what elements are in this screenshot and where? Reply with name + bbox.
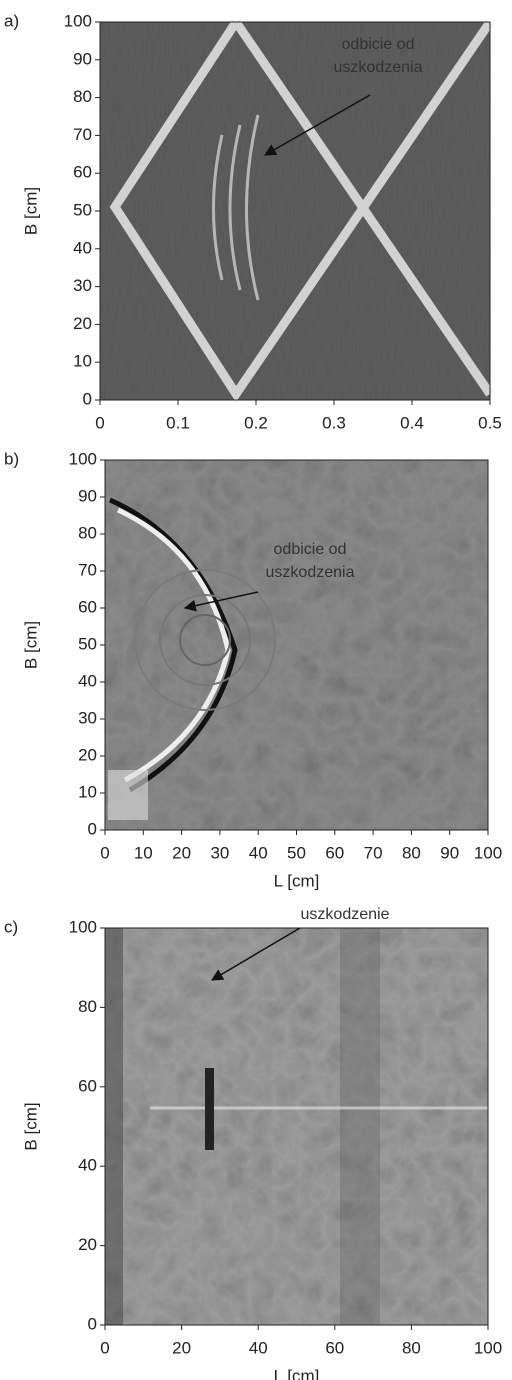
annotation: uszkodzenia: [334, 59, 423, 76]
y-tick-label: 80: [78, 997, 97, 1016]
x-tick-label: 0.1: [166, 413, 190, 432]
x-tick-label: 80: [402, 1338, 421, 1357]
annotation-arrow: [183, 591, 259, 612]
x-tick-label: 0.5: [478, 413, 502, 432]
x-tick-label: 20: [172, 1338, 191, 1357]
image-c: [105, 928, 488, 1325]
y-tick-label: 10: [73, 352, 92, 371]
x-tick-label: 0.3: [322, 413, 346, 432]
image-b: [105, 460, 488, 830]
y-tick-label: 80: [78, 523, 97, 542]
y-axis-label: B [cm]: [21, 187, 40, 235]
x-tick-label: 30: [210, 843, 229, 862]
annotation-arrow: [210, 927, 301, 981]
y-tick-label: 40: [78, 1156, 97, 1175]
y-axis-label: B [cm]: [21, 1102, 40, 1150]
y-tick-label: 100: [69, 917, 97, 936]
x-axis-label: L [cm]: [274, 871, 320, 890]
annotation: uszkodzenia: [266, 564, 355, 581]
x-tick-label: 10: [134, 843, 153, 862]
y-tick-label: 100: [69, 449, 97, 468]
x-tick-label: 40: [249, 1338, 268, 1357]
x-axis-label: L [cm]: [274, 1366, 320, 1380]
y-tick-label: 0: [83, 389, 92, 408]
y-tick-label: 70: [73, 125, 92, 144]
y-tick-label: 20: [73, 314, 92, 333]
x-tick-label: 60: [325, 1338, 344, 1357]
x-tick-label: 60: [325, 843, 344, 862]
annotation: odbicie od: [342, 36, 415, 53]
x-tick-label: 0.4: [400, 413, 424, 432]
x-tick-label: 0: [100, 1338, 109, 1357]
y-tick-label: 90: [73, 49, 92, 68]
y-tick-label: 80: [73, 87, 92, 106]
y-tick-label: 40: [73, 238, 92, 257]
image-a: [100, 19, 494, 403]
x-tick-label: 0: [100, 843, 109, 862]
panel-label: b): [4, 449, 19, 468]
y-tick-label: 50: [78, 634, 97, 653]
annotation: uszkodzenie: [301, 906, 390, 923]
x-tick-label: 0.2: [244, 413, 268, 432]
x-tick-label: 40: [249, 843, 268, 862]
y-tick-label: 100: [64, 11, 92, 30]
y-tick-label: 30: [73, 276, 92, 295]
y-tick-label: 0: [88, 819, 97, 838]
y-tick-label: 50: [73, 200, 92, 219]
x-tick-label: 50: [287, 843, 306, 862]
annotation-arrow: [263, 94, 371, 156]
y-tick-label: 90: [78, 486, 97, 505]
y-tick-label: 0: [88, 1314, 97, 1333]
x-tick-label: 100: [474, 843, 502, 862]
x-tick-label: 100: [474, 1338, 502, 1357]
x-tick-label: 70: [364, 843, 383, 862]
x-tick-label: 20: [172, 843, 191, 862]
x-tick-label: 90: [440, 843, 459, 862]
y-tick-label: 60: [78, 1076, 97, 1095]
y-tick-label: 20: [78, 745, 97, 764]
y-tick-label: 60: [78, 597, 97, 616]
y-tick-label: 60: [73, 163, 92, 182]
y-tick-label: 20: [78, 1235, 97, 1254]
annotation: odbicie od: [274, 541, 347, 558]
y-axis-label: B [cm]: [21, 621, 40, 669]
panel-label: c): [4, 917, 18, 936]
y-tick-label: 70: [78, 560, 97, 579]
y-tick-label: 30: [78, 708, 97, 727]
panel-label: a): [4, 11, 19, 30]
y-tick-label: 40: [78, 671, 97, 690]
y-tick-label: 10: [78, 782, 97, 801]
x-tick-label: 80: [402, 843, 421, 862]
plot-frame: [104, 927, 489, 1326]
x-tick-label: 0: [95, 413, 104, 432]
